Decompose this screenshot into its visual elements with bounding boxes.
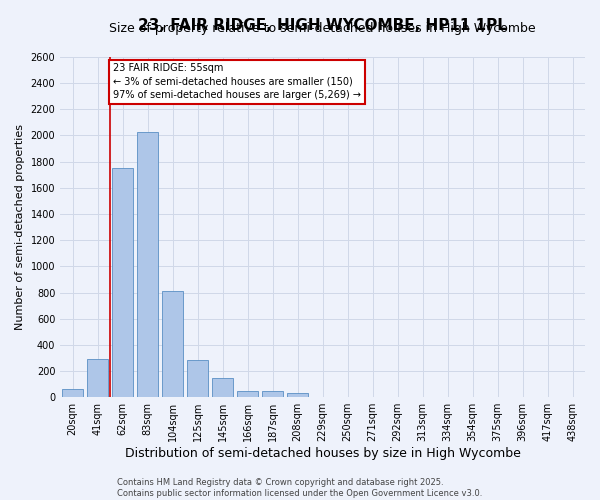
Bar xyxy=(212,378,233,397)
Bar xyxy=(112,168,133,397)
X-axis label: Distribution of semi-detached houses by size in High Wycombe: Distribution of semi-detached houses by … xyxy=(125,447,521,460)
Bar xyxy=(87,358,108,397)
Bar xyxy=(162,290,183,397)
Bar xyxy=(62,390,83,397)
Title: Size of property relative to semi-detached houses in High Wycombe: Size of property relative to semi-detach… xyxy=(109,22,536,35)
Bar xyxy=(262,392,283,397)
Bar xyxy=(137,132,158,397)
Bar xyxy=(187,360,208,397)
Bar xyxy=(237,390,258,397)
Y-axis label: Number of semi-detached properties: Number of semi-detached properties xyxy=(15,124,25,330)
Text: Contains HM Land Registry data © Crown copyright and database right 2025.
Contai: Contains HM Land Registry data © Crown c… xyxy=(118,478,482,498)
Text: 23 FAIR RIDGE: 55sqm
← 3% of semi-detached houses are smaller (150)
97% of semi-: 23 FAIR RIDGE: 55sqm ← 3% of semi-detach… xyxy=(113,64,361,100)
Text: 23, FAIR RIDGE, HIGH WYCOMBE, HP11 1PL: 23, FAIR RIDGE, HIGH WYCOMBE, HP11 1PL xyxy=(138,18,507,33)
Bar xyxy=(287,392,308,397)
